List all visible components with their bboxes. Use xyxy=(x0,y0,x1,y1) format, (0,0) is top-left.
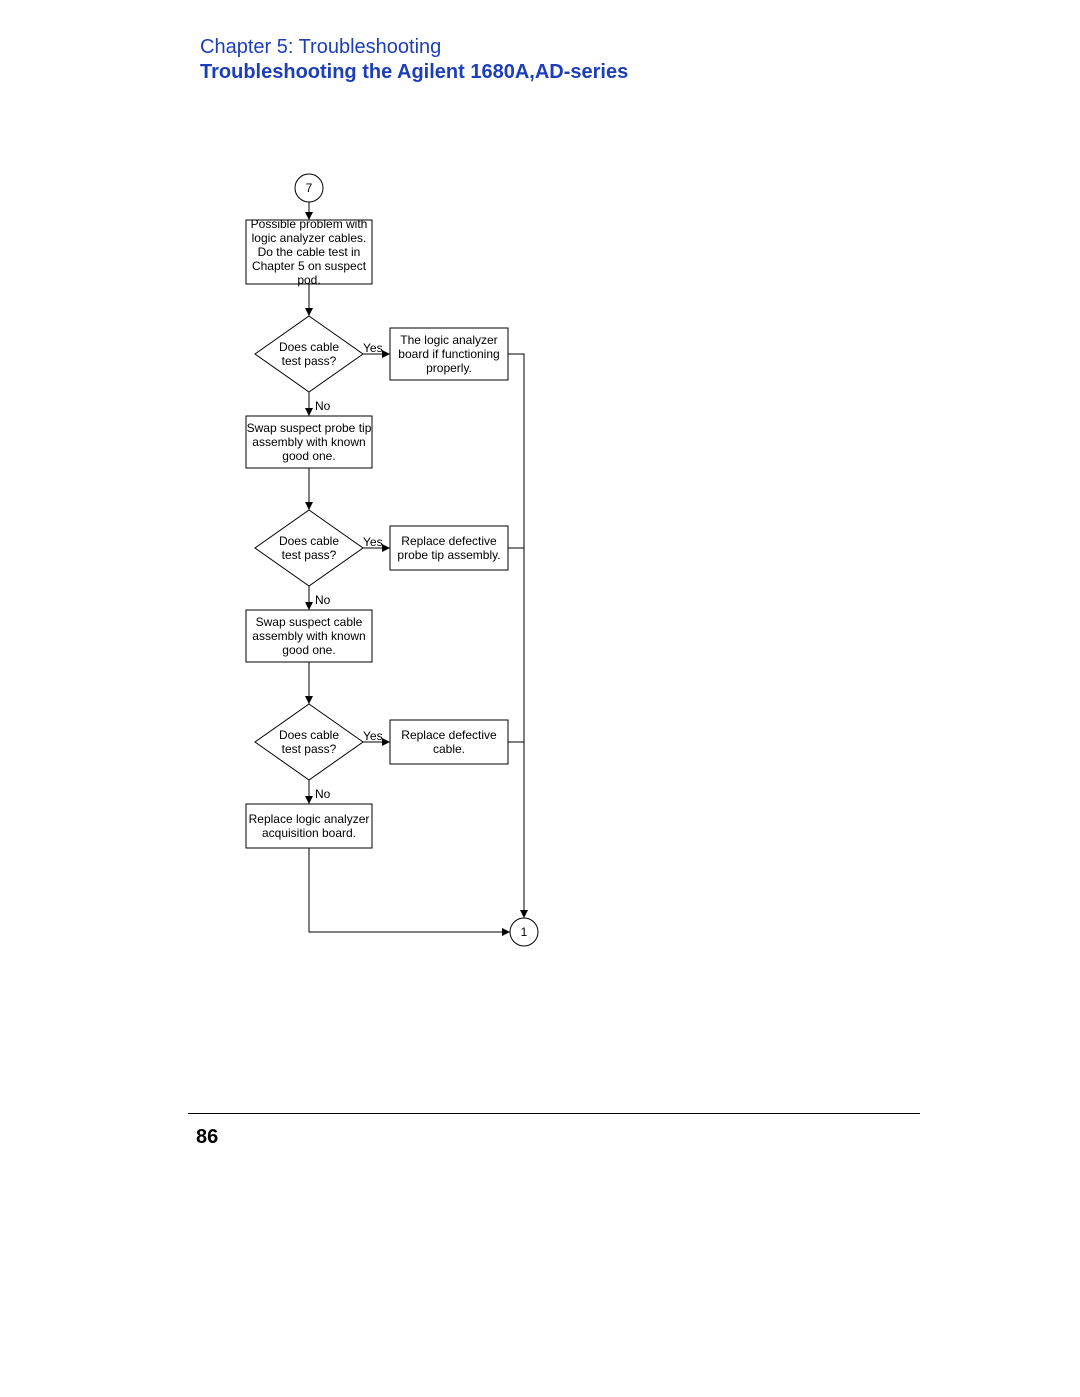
edge xyxy=(508,354,524,918)
node-label-proc3: Swap suspect cable assembly with known g… xyxy=(246,610,372,662)
section-title: Troubleshooting the Agilent 1680A,AD-ser… xyxy=(200,61,628,84)
edge xyxy=(309,848,510,932)
node-label-end: 1 xyxy=(510,918,538,946)
node-label-res1: The logic analyzer board if functioning … xyxy=(390,328,508,380)
edge-label: Yes xyxy=(363,730,383,742)
node-label-proc4: Replace logic analyzer acquisition board… xyxy=(246,804,372,848)
node-label-res2: Replace defective probe tip assembly. xyxy=(390,526,508,570)
chapter-title: Chapter 5: Troubleshooting xyxy=(200,36,441,59)
edge-label: No xyxy=(315,594,330,606)
node-label-start: 7 xyxy=(295,174,323,202)
footer-rule xyxy=(188,1113,920,1114)
edge-label: No xyxy=(315,788,330,800)
page: Chapter 5: Troubleshooting Troubleshooti… xyxy=(0,0,1080,1397)
page-number: 86 xyxy=(196,1126,218,1149)
node-label-dec2: Does cabletest pass? xyxy=(271,521,347,574)
node-label-dec1: Does cabletest pass? xyxy=(271,327,347,380)
edge-label: Yes xyxy=(363,342,383,354)
edge-label: No xyxy=(315,400,330,412)
edge-label: Yes xyxy=(363,536,383,548)
node-label-proc2: Swap suspect probe tip assembly with kno… xyxy=(246,416,372,468)
node-label-dec3: Does cabletest pass? xyxy=(271,715,347,768)
node-label-proc1: Possible problem with logic analyzer cab… xyxy=(246,220,372,284)
node-label-res3: Replace defective cable. xyxy=(390,720,508,764)
